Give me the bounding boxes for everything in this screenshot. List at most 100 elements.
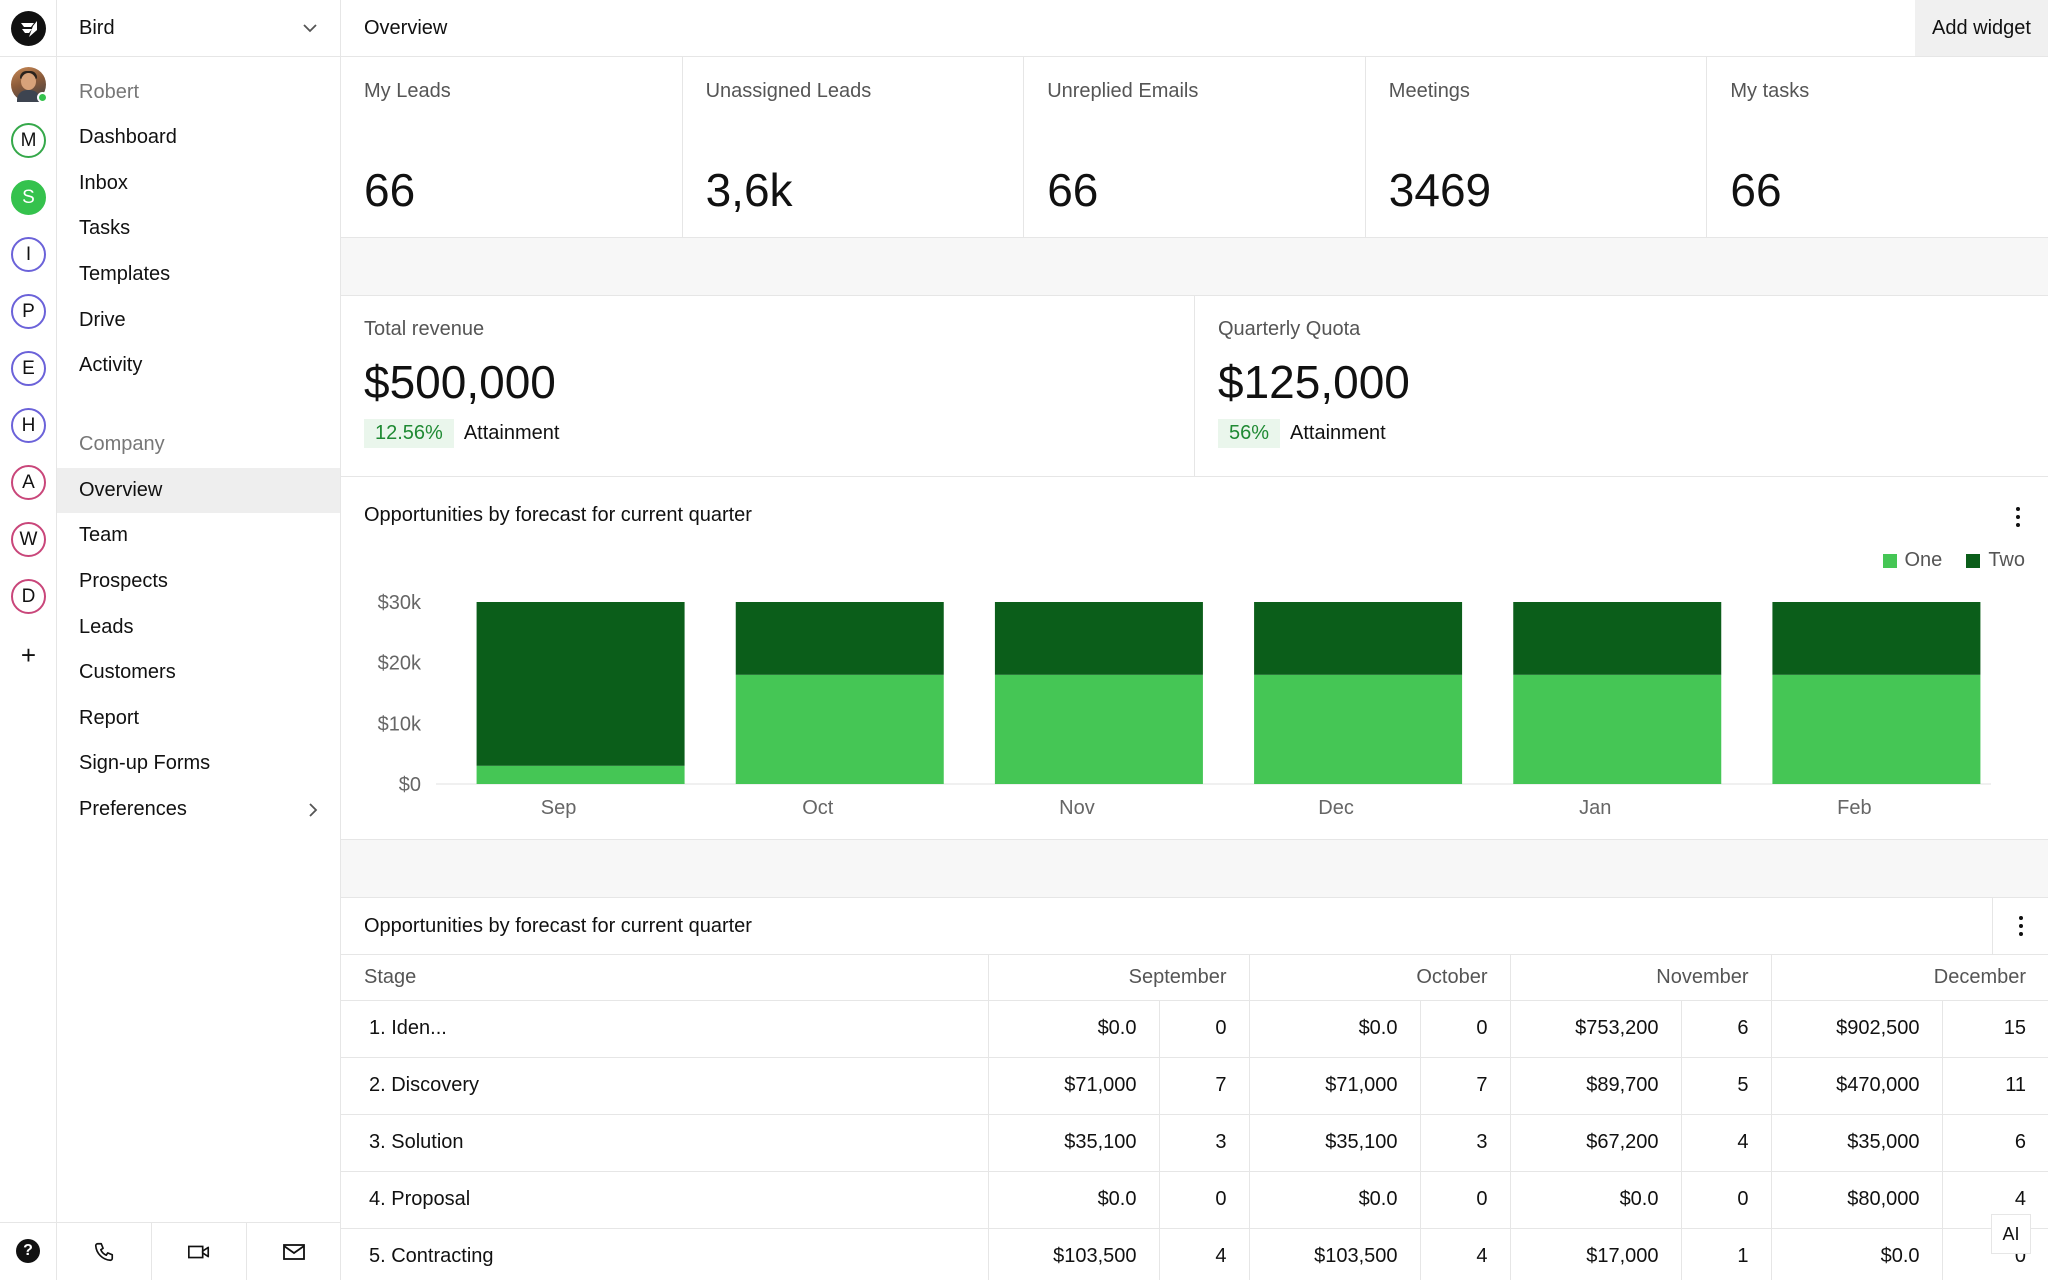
table-row[interactable]: 4. Proposal $0.0 0 $0.0 0 $0.0 0 $80,000 4 bbox=[341, 1171, 2048, 1229]
count-cell: 0 bbox=[1158, 1000, 1249, 1058]
count-cell: 4 bbox=[1680, 1114, 1772, 1172]
chart-legend: One Two bbox=[1882, 549, 2025, 572]
column-header-october[interactable]: October bbox=[1248, 955, 1510, 1001]
sidebar-item-overview[interactable]: Overview bbox=[57, 467, 340, 514]
sidebar-item-team[interactable]: Team bbox=[57, 513, 340, 559]
stage-cell: 2. Discovery bbox=[341, 1057, 988, 1115]
amount-cell: $35,000 bbox=[1770, 1114, 1943, 1172]
video-button[interactable] bbox=[152, 1223, 247, 1280]
table-row[interactable]: 5. Contracting $103,500 4 $103,500 4 $17,000 1… bbox=[341, 1228, 2048, 1280]
count-cell: 7 bbox=[1158, 1057, 1249, 1115]
chart-more-icon[interactable] bbox=[2003, 502, 2033, 532]
sidebar-item-label: Overview bbox=[79, 478, 163, 501]
column-header-november[interactable]: November bbox=[1509, 955, 1772, 1001]
user-avatar[interactable] bbox=[11, 67, 48, 103]
attainment-row: 12.56% Attainment bbox=[364, 419, 1171, 448]
chevron-right-icon bbox=[309, 802, 318, 817]
workspace-a[interactable]: A bbox=[11, 465, 46, 500]
stat-card-meetings: Meetings 3469 bbox=[1366, 57, 1708, 237]
stat-value: 66 bbox=[1730, 164, 1782, 216]
workspace-w[interactable]: W bbox=[11, 522, 46, 557]
y-tick-label: $0 bbox=[399, 774, 421, 796]
rail-divider bbox=[0, 56, 57, 57]
workspace-switcher[interactable]: Bird bbox=[57, 0, 340, 57]
bar-dec-two bbox=[1254, 602, 1463, 675]
stat-value: 66 bbox=[364, 164, 416, 216]
sidebar-item-dashboard[interactable]: Dashboard bbox=[57, 115, 340, 161]
amount-cell: $71,000 bbox=[987, 1057, 1159, 1115]
spacer bbox=[341, 840, 2048, 897]
workspace-p[interactable]: P bbox=[11, 294, 46, 329]
sidebar-item-label: Team bbox=[79, 524, 128, 547]
stat-label: Unreplied Emails bbox=[1047, 80, 1199, 102]
workspace-i[interactable]: I bbox=[11, 237, 46, 272]
bar-feb-two bbox=[1772, 602, 1981, 675]
table-row[interactable]: 2. Discovery $71,000 7 $71,000 7 $89,700 5 $470… bbox=[341, 1057, 2048, 1115]
bar-sep-one bbox=[476, 765, 685, 784]
company-nav: Overview Team Prospects Leads Customers Repor… bbox=[57, 467, 340, 833]
sidebar-item-activity[interactable]: Activity bbox=[57, 343, 340, 389]
amount-cell: $35,100 bbox=[987, 1114, 1159, 1172]
table-row[interactable]: 1. Iden... $0.0 0 $0.0 0 $753,200 6 $902,500 15 bbox=[341, 1000, 2048, 1058]
y-tick-label: $10k bbox=[378, 713, 422, 735]
x-tick-label: Feb bbox=[1837, 797, 1871, 819]
amount-cell: $35,100 bbox=[1248, 1114, 1420, 1172]
stage-cell: 3. Solution bbox=[341, 1114, 988, 1172]
sidebar-item-label: Prospects bbox=[79, 570, 168, 593]
stat-card-my-tasks: My tasks 66 bbox=[1707, 57, 2048, 237]
workspace-e[interactable]: E bbox=[11, 351, 46, 386]
online-status-icon bbox=[37, 92, 48, 103]
workspace-s[interactable]: S bbox=[11, 180, 46, 215]
workspace-m[interactable]: M bbox=[11, 123, 46, 158]
table-row[interactable]: 3. Solution $35,100 3 $35,100 3 $67,200 4 $35,0… bbox=[341, 1114, 2048, 1172]
phone-button[interactable] bbox=[57, 1223, 152, 1280]
y-tick-label: $30k bbox=[378, 592, 422, 614]
count-cell: 1 bbox=[1680, 1228, 1772, 1280]
table-more-button[interactable] bbox=[1992, 898, 2048, 954]
legend-swatch bbox=[1966, 553, 1981, 568]
mail-icon bbox=[283, 1243, 305, 1260]
sidebar-bottom-bar bbox=[57, 1222, 341, 1280]
stat-value: 3469 bbox=[1388, 164, 1492, 216]
sidebar-item-label: Drive bbox=[79, 308, 126, 331]
sidebar-item-tasks[interactable]: Tasks bbox=[57, 206, 340, 252]
ai-assistant-button[interactable]: AI bbox=[1991, 1214, 2031, 1254]
sidebar-item-customers[interactable]: Customers bbox=[57, 650, 340, 696]
sidebar-item-drive[interactable]: Drive bbox=[57, 297, 340, 343]
workspace-name: Bird bbox=[79, 16, 115, 39]
stage-cell: 1. Iden... bbox=[341, 1000, 988, 1058]
column-header-september[interactable]: September bbox=[987, 955, 1249, 1001]
table-title: Opportunities by forecast for current qu… bbox=[364, 914, 752, 937]
bar-dec-one bbox=[1254, 674, 1463, 784]
sidebar-item-sign-up-forms[interactable]: Sign-up Forms bbox=[57, 741, 340, 787]
column-header-stage[interactable]: Stage bbox=[341, 955, 988, 1001]
sidebar-item-label: Tasks bbox=[79, 217, 131, 240]
column-header-december[interactable]: December bbox=[1770, 955, 2048, 1001]
x-tick-label: Nov bbox=[1059, 797, 1095, 819]
attainment-badge: 56% bbox=[1218, 419, 1281, 448]
legend-item: Two bbox=[1966, 549, 2025, 572]
sidebar-item-label: Leads bbox=[79, 615, 134, 638]
app-logo-icon[interactable] bbox=[11, 11, 46, 46]
sidebar-item-templates[interactable]: Templates bbox=[57, 252, 340, 298]
add-widget-button[interactable]: Add widget bbox=[1915, 0, 2048, 56]
workspace-h[interactable]: H bbox=[11, 408, 46, 443]
sidebar-item-inbox[interactable]: Inbox bbox=[57, 161, 340, 207]
stats-row: My Leads 66 Unassigned Leads 3,6k Unreplied … bbox=[341, 57, 2048, 238]
sidebar-item-report[interactable]: Report bbox=[57, 696, 340, 742]
email-button[interactable] bbox=[247, 1223, 341, 1280]
workspace-d[interactable]: D bbox=[11, 579, 46, 614]
sidebar-item-label: Templates bbox=[79, 263, 171, 286]
count-cell: 11 bbox=[1941, 1057, 2048, 1115]
sidebar-item-prospects[interactable]: Prospects bbox=[57, 559, 340, 605]
sidebar-item-leads[interactable]: Leads bbox=[57, 604, 340, 650]
add-workspace-button[interactable]: + bbox=[20, 640, 37, 670]
amount-cell: $470,000 bbox=[1770, 1057, 1943, 1115]
sidebar-item-preferences[interactable]: Preferences bbox=[57, 787, 340, 833]
amount-cell: $67,200 bbox=[1509, 1114, 1681, 1172]
help-icon[interactable]: ? bbox=[16, 1239, 40, 1263]
revenue-card-total-revenue: Total revenue $500,000 12.56% Attainment bbox=[341, 296, 1195, 476]
sidebar-item-label: Inbox bbox=[79, 171, 128, 194]
revenue-amount: $500,000 bbox=[364, 356, 556, 408]
